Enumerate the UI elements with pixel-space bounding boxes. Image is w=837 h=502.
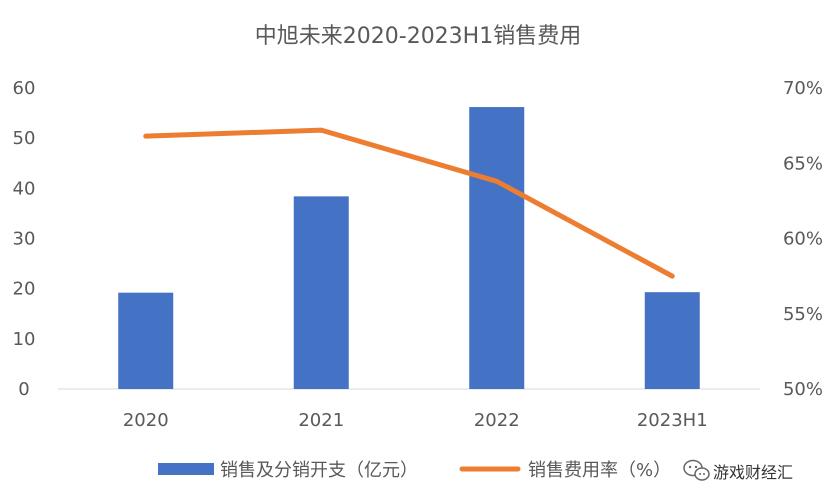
right-tick-label: 60% [783,229,823,250]
x-tick-label: 2020 [123,410,169,431]
right-tick-label: 55% [783,304,823,325]
legend-bar-label: 销售及分销开支（亿元） [220,460,418,481]
line-series [143,127,675,279]
legend-line-label: 销售费用率（%） [528,460,671,481]
bar [644,292,700,389]
bar [293,196,349,389]
bar [469,107,525,390]
right-tick-label: 50% [783,379,823,400]
bar [118,292,174,389]
right-tick-label: 65% [783,153,823,174]
legend-bar-swatch [158,463,214,475]
x-tick-label: 2022 [474,410,520,431]
left-tick-label: 50 [13,128,36,149]
left-tick-label: 30 [13,229,36,250]
chart-title: 中旭未来2020-2023H1销售费用 [255,24,581,49]
left-tick-label: 0 [18,379,29,400]
x-axis-ticks: 2020 2021 2022 2023H1 [123,410,708,431]
left-tick-label: 40 [13,178,36,199]
watermark-text: 游戏财经汇 [713,463,793,482]
watermark: 游戏财经汇 [683,459,793,482]
right-tick-label: 70% [783,78,823,99]
left-axis-ticks: 0 10 20 30 40 50 60 [13,78,36,400]
left-tick-label: 10 [13,329,36,350]
left-tick-label: 60 [13,78,36,99]
legend: 销售及分销开支（亿元） 销售费用率（%） [158,460,671,481]
left-tick-label: 20 [13,279,36,300]
rate-line [143,127,675,279]
x-tick-label: 2021 [298,410,344,431]
bar-series [118,107,700,390]
x-tick-label: 2023H1 [637,410,708,431]
wechat-icon [683,459,710,481]
right-axis-ticks: 50% 55% 60% 65% 70% [783,78,823,400]
